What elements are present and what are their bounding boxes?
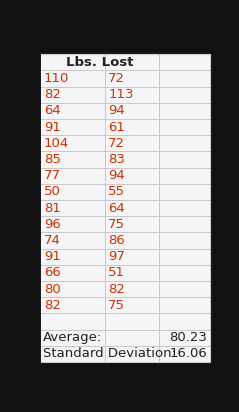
Text: 55: 55 xyxy=(108,185,125,198)
Bar xyxy=(41,248,210,265)
Bar xyxy=(41,168,210,184)
Bar xyxy=(41,87,210,103)
Text: 96: 96 xyxy=(44,218,61,231)
Bar xyxy=(41,119,210,135)
Text: 77: 77 xyxy=(44,169,61,182)
Bar xyxy=(41,297,210,314)
Text: 75: 75 xyxy=(108,299,125,312)
Text: 72: 72 xyxy=(108,72,125,85)
Text: Standard Deviation:: Standard Deviation: xyxy=(43,347,176,360)
Text: 80.23: 80.23 xyxy=(169,331,207,344)
Text: 81: 81 xyxy=(44,201,61,215)
Text: 110: 110 xyxy=(44,72,69,85)
Text: 80: 80 xyxy=(44,283,61,295)
Bar xyxy=(41,330,210,346)
Text: Average:: Average: xyxy=(43,331,102,344)
Text: 72: 72 xyxy=(108,137,125,150)
Bar xyxy=(41,216,210,232)
Bar xyxy=(41,314,210,330)
Text: 97: 97 xyxy=(108,250,125,263)
Text: 64: 64 xyxy=(44,104,61,117)
Text: 61: 61 xyxy=(108,121,125,133)
Text: 83: 83 xyxy=(108,153,125,166)
Bar xyxy=(41,70,210,87)
Text: 64: 64 xyxy=(108,201,125,215)
Text: 86: 86 xyxy=(108,234,125,247)
Bar xyxy=(41,346,210,362)
Text: 51: 51 xyxy=(108,266,125,279)
Bar xyxy=(41,54,210,70)
Bar xyxy=(41,281,210,297)
Text: 94: 94 xyxy=(108,104,125,117)
Bar xyxy=(41,232,210,248)
Text: 104: 104 xyxy=(44,137,69,150)
Bar xyxy=(41,265,210,281)
Text: 82: 82 xyxy=(44,88,61,101)
Bar xyxy=(41,151,210,168)
Text: 85: 85 xyxy=(44,153,61,166)
Text: 91: 91 xyxy=(44,250,61,263)
Text: 91: 91 xyxy=(44,121,61,133)
Bar xyxy=(41,135,210,151)
Text: 113: 113 xyxy=(108,88,134,101)
Bar xyxy=(41,184,210,200)
Text: 66: 66 xyxy=(44,266,61,279)
Text: 74: 74 xyxy=(44,234,61,247)
Text: 94: 94 xyxy=(108,169,125,182)
Text: Lbs. Lost: Lbs. Lost xyxy=(66,56,134,69)
Text: 50: 50 xyxy=(44,185,61,198)
Bar xyxy=(41,103,210,119)
Text: 16.06: 16.06 xyxy=(169,347,207,360)
Text: 75: 75 xyxy=(108,218,125,231)
Bar xyxy=(41,200,210,216)
Text: 82: 82 xyxy=(108,283,125,295)
Text: 82: 82 xyxy=(44,299,61,312)
